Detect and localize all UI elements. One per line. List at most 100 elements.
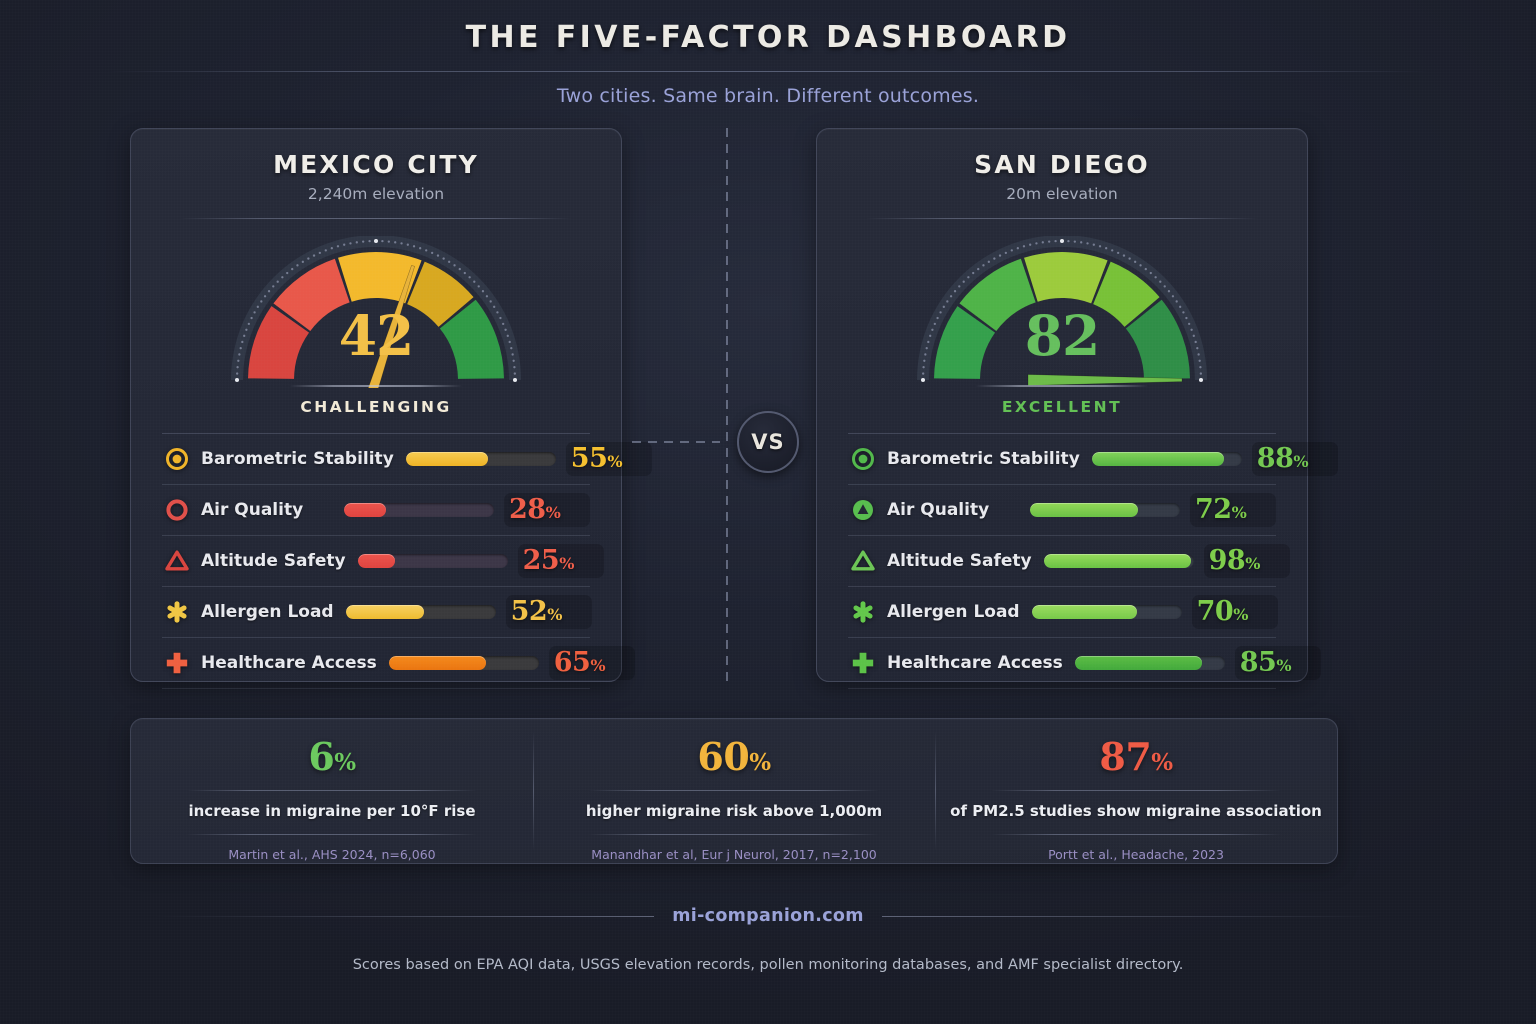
metric-progress-bar [345,605,496,619]
stat-description: increase in migraine per 10°F rise [188,802,476,820]
gauge-status-label: EXCELLENT [1001,398,1123,416]
asterisk-icon [162,597,192,627]
metric-row: Healthcare Access 65% [162,637,635,689]
panel-divider [180,218,572,219]
metric-percent-unit: % [590,656,606,675]
metric-percent-number: 88 [1256,443,1294,474]
metric-row: Air Quality 28% [162,484,590,535]
metric-bar-zone [334,605,506,619]
metric-percent-number: 25 [522,545,560,576]
footer-rule-left [154,915,655,917]
metric-percent: 85% [1234,646,1321,680]
metric-label: Barometric Stability [887,449,1080,469]
city-elevation: 20m elevation [1006,185,1118,203]
city-elevation: 2,240m elevation [307,185,445,203]
metric-label: Altitude Safety [201,551,346,571]
stat-number: 6% [308,738,356,776]
stat-number-unit: % [1151,749,1173,776]
city-panel-san-diego: SAN DIEGO 20m elevation 82 EXCELLENT Bar… [816,128,1338,689]
metric-percent-number: 65 [553,647,591,678]
gauge-arc [211,236,541,388]
gauge-mexico-city: 42 [211,236,541,388]
metric-progress-bar [1091,452,1242,466]
metric-percent-unit: % [545,503,561,522]
stat-number-value: 60 [697,734,750,779]
metric-percent: 65% [548,646,635,680]
gauge-value: 42 [338,303,415,368]
metric-bar-zone [346,554,518,568]
target-icon [162,444,192,474]
metric-percent: 70% [1191,595,1278,629]
research-stats-strip: 6% increase in migraine per 10°F rise Mart… [130,718,1338,864]
metric-list: Barometric Stability 55% Air Quality 28% Alt… [162,433,652,689]
stat-rule-bottom [187,834,477,835]
city-name: MEXICO CITY [273,150,479,179]
metric-percent-unit: % [1245,554,1260,573]
stat-card: 6% increase in migraine per 10°F rise Mart… [131,719,533,863]
metric-row: Barometric Stability 55% [162,433,652,484]
metric-percent-unit: % [1233,605,1248,624]
stat-citation: Manandhar et al, Eur j Neurol, 2017, n=2… [591,847,877,862]
metric-percent: 25% [517,544,604,578]
comparison-area: MEXICO CITY 2,240m elevation 42 CHALLENG… [0,128,1536,689]
city-panel-mexico-city: MEXICO CITY 2,240m elevation 42 CHALLENG… [130,128,652,689]
metric-label: Healthcare Access [201,653,377,673]
metric-progress-fill [1074,656,1203,670]
metric-list: Barometric Stability 88% Air Quality 72% Alt… [848,433,1338,689]
metric-progress-bar [1030,503,1180,517]
metric-label: Altitude Safety [887,551,1032,571]
metric-progress-fill [344,503,386,517]
metric-bar-zone [1080,452,1252,466]
footer-brand: mi-companion.com [672,906,864,926]
metric-progress-fill [405,452,489,466]
metric-percent: 55% [565,442,652,476]
stat-number: 87% [1099,738,1173,776]
metric-bar-zone [377,656,549,670]
footer-note: Scores based on EPA AQI data, USGS eleva… [352,957,1184,973]
stat-rule-top [991,790,1281,791]
stat-number-value: 6 [308,734,335,779]
metric-percent-unit: % [547,605,562,624]
metric-percent-number: 28 [509,494,546,525]
metric-bar-zone [303,503,504,517]
city-name: SAN DIEGO [974,150,1150,179]
metric-progress-bar [388,656,539,670]
stat-number-value: 87 [1099,734,1152,779]
metric-progress-fill [1031,605,1137,619]
vs-dash-left [632,441,720,443]
metric-row: Allergen Load 52% [162,586,592,637]
vs-badge: VS [737,411,799,473]
metric-progress-bar [357,554,508,568]
metric-label: Allergen Load [201,602,334,622]
metric-percent-number: 72 [1195,494,1232,525]
vs-divider-line [726,128,728,682]
stat-citation: Portt et al., Headache, 2023 [1048,847,1224,862]
metric-progress-fill [388,656,487,670]
cross-icon [162,648,192,678]
metric-row: Altitude Safety 25% [162,535,604,586]
metric-row: Altitude Safety 98% [848,535,1290,586]
stat-number: 60% [697,738,771,776]
title-divider [108,71,1428,72]
footer-brand-row: mi-companion.com [0,906,1536,926]
metric-progress-fill [1091,452,1224,466]
metric-percent-unit: % [559,554,574,573]
metric-percent-number: 55 [570,443,608,474]
vs-divider [726,128,728,682]
metric-progress-fill [357,554,396,568]
circle-triangle-icon [848,495,878,525]
metric-row: Allergen Load 70% [848,586,1278,637]
metric-percent: 52% [505,595,592,629]
triangle-icon [848,546,878,576]
metric-progress-bar [1074,656,1225,670]
metric-percent-unit: % [1231,503,1247,522]
metric-percent: 72% [1190,493,1276,527]
gauge-baseline [976,385,1148,387]
stat-rule-top [187,790,477,791]
stat-citation: Martin et al., AHS 2024, n=6,060 [228,847,436,862]
stat-description: of PM2.5 studies show migraine associati… [950,802,1322,820]
page-subtitle: Two cities. Same brain. Different outcom… [556,85,980,107]
metric-percent-number: 52 [510,596,548,627]
metric-progress-fill [345,605,424,619]
